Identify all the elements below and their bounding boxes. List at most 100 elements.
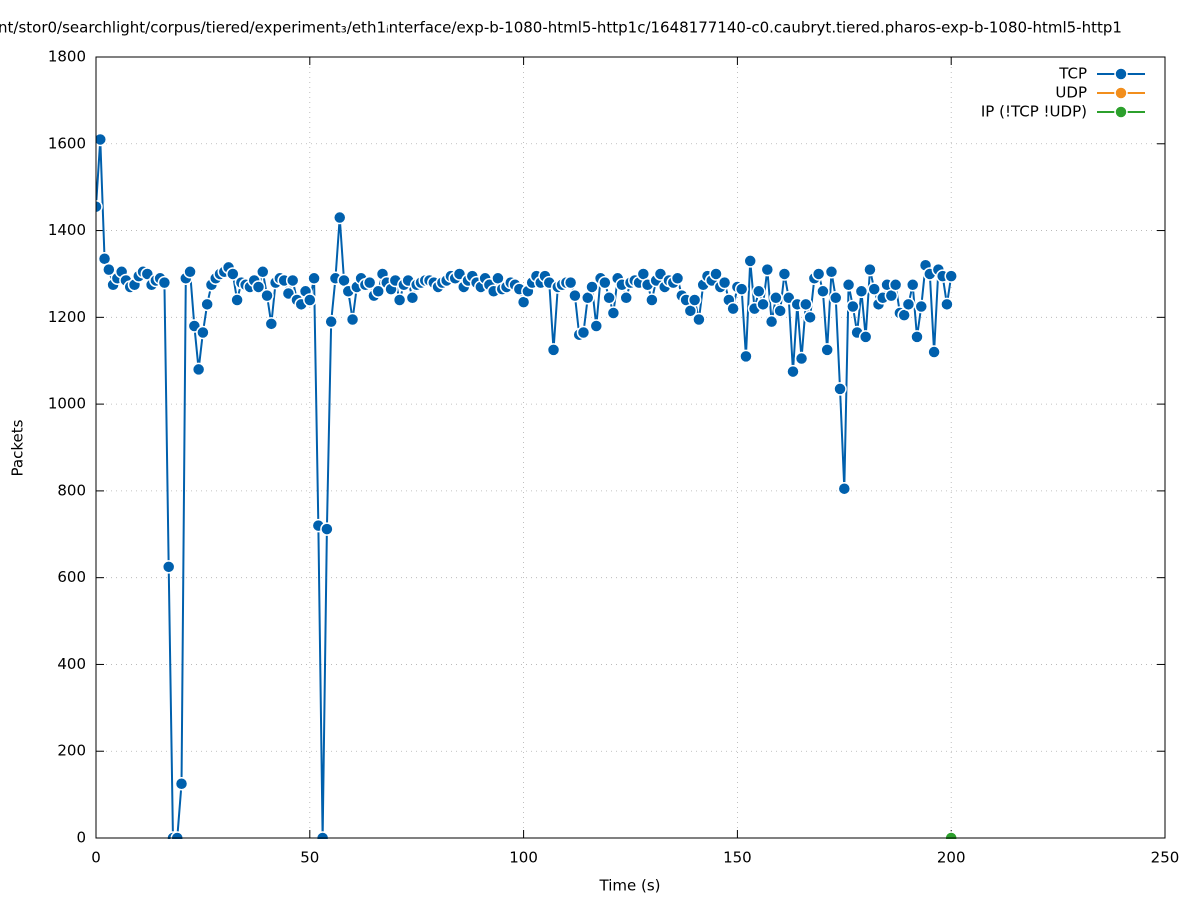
y-tick-label: 800 [57,481,86,499]
data-point [585,280,599,294]
data-point [905,278,920,292]
data-point [670,271,685,286]
data-point [794,351,809,366]
data-point [602,291,616,305]
data-point [824,265,839,279]
data-point [226,267,240,281]
data-point [803,310,817,325]
data-point [799,297,813,312]
data-point [811,267,826,281]
y-tick-label: 0 [76,829,86,847]
data-point [307,271,321,286]
data-point [910,330,924,344]
data-point [760,262,775,277]
data-point [96,132,108,147]
data-point [841,278,856,292]
data-point [786,364,800,379]
data-point [264,317,279,331]
data-point [161,560,176,574]
data-point [833,382,847,396]
legend-marker [1114,67,1128,81]
data-point [854,284,869,299]
data-point [546,343,561,357]
x-tick-label: 200 [937,849,966,867]
data-point [392,293,407,307]
legend-label: TCP [1058,65,1087,83]
data-point [196,325,210,340]
x-tick-label: 50 [300,849,319,867]
plot-frame [95,56,1166,839]
data-point [734,282,749,296]
data-point [183,265,197,279]
data-point [200,297,214,312]
data-point [96,199,103,214]
chart-title: nt/stor0/searchlight/corpus/tiered/exper… [0,19,1122,37]
data-point [174,777,189,791]
data-point [405,291,420,305]
data-point [837,481,852,496]
legend-marker [1114,105,1128,119]
y-tick-label: 200 [57,742,86,760]
data-point [717,275,732,290]
legend-marker [1114,86,1128,100]
data-point [709,267,723,281]
data-point [692,312,706,327]
grid: 0 200 400 600 800 1000 1200 1400 1600 1800 0 50 100 1… [48,48,1180,867]
x-tick-label: 100 [509,849,538,867]
data-point [764,314,779,329]
data-point [324,314,338,329]
data-point [191,362,206,377]
data-point [619,291,633,305]
x-tick-label: 150 [723,849,752,867]
data-point [940,297,954,312]
data-point [606,306,621,320]
data-point [598,275,612,290]
data-point [563,275,578,290]
series-line [96,139,953,839]
y-tick-label: 1400 [48,221,86,239]
data-point [260,288,274,303]
data-point [230,293,244,307]
data-point [773,304,787,318]
data-point [303,293,317,307]
y-tick-label: 1000 [48,395,86,413]
data-point [914,299,929,314]
legend-label: UDP [1055,84,1087,102]
y-tick-label: 1200 [48,308,86,326]
data-point [576,325,591,340]
data-point [320,522,334,536]
data-point [589,319,604,333]
data-point [285,273,300,288]
data-point [102,262,116,277]
data-point [828,291,843,305]
data-point [743,254,757,268]
legend-label: IP (!TCP !UDP) [981,103,1087,121]
y-axis-label: Packets [9,419,27,476]
data-point [816,284,830,299]
plot-area [96,132,958,839]
x-axis-label: Time (s) [599,877,661,895]
y-tick-label: 400 [57,655,86,673]
data-point [739,349,753,364]
x-tick-label: 250 [1151,849,1180,867]
data-point [251,280,266,294]
data-point [756,297,770,312]
data-point [777,267,792,281]
data-point [927,345,941,359]
data-point [345,312,360,327]
data-point [362,275,377,290]
data-point [863,262,877,277]
data-point [769,291,783,305]
y-tick-label: 1600 [48,134,86,152]
data-point [568,288,582,303]
data-point [846,299,860,314]
data-point [752,284,766,299]
data-point [371,284,385,299]
y-tick-label: 600 [57,568,86,586]
data-point [726,301,740,316]
data-point [645,293,659,307]
y-tick-label: 1800 [48,48,86,66]
data-point [332,210,347,225]
